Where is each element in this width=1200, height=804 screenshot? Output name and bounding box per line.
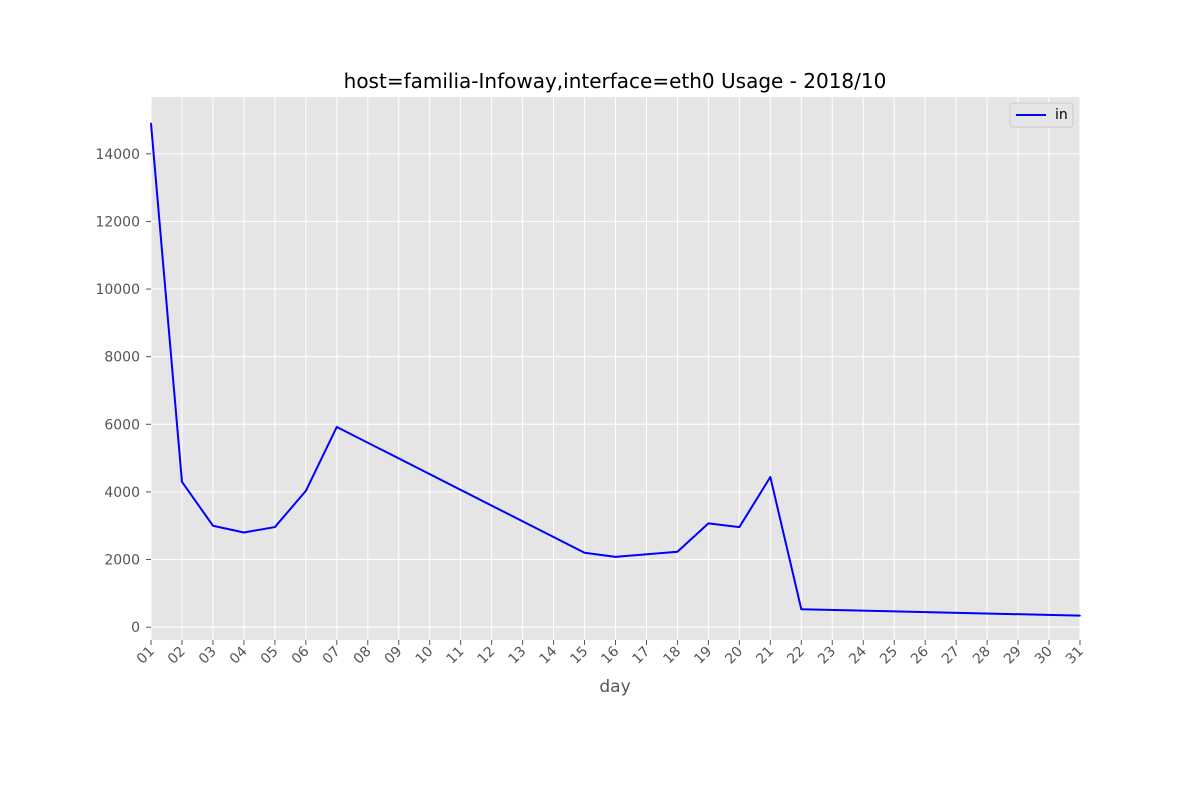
y-tick-label: 6000 bbox=[104, 417, 140, 433]
x-tick-label: 30 bbox=[1032, 644, 1056, 668]
x-tick-label: 16 bbox=[598, 643, 622, 667]
x-tick-label: 08 bbox=[351, 644, 375, 668]
y-tick-label: 0 bbox=[131, 620, 140, 636]
x-tick-label: 11 bbox=[444, 644, 468, 668]
data-point bbox=[769, 476, 772, 478]
x-tick-label: 01 bbox=[134, 644, 158, 668]
x-tick-label: 21 bbox=[753, 644, 777, 668]
y-tick-label: 10000 bbox=[95, 282, 140, 298]
data-point bbox=[212, 524, 214, 527]
x-tick-label: 18 bbox=[660, 644, 684, 668]
data-point bbox=[676, 550, 679, 553]
data-point bbox=[1079, 614, 1081, 617]
series-layer bbox=[150, 122, 1081, 617]
y-tick-label: 14000 bbox=[95, 147, 140, 163]
x-tick-label: 06 bbox=[289, 643, 313, 667]
data-point bbox=[614, 556, 617, 558]
chart-title: host=familia-Infoway,interface=eth0 Usag… bbox=[344, 69, 887, 93]
x-tick-label: 04 bbox=[227, 643, 251, 667]
x-tick-label: 29 bbox=[1001, 644, 1025, 668]
data-point bbox=[150, 122, 152, 125]
x-tick-label: 23 bbox=[815, 644, 839, 668]
x-tick-label: 27 bbox=[939, 644, 963, 668]
x-tick-label: 22 bbox=[784, 644, 808, 668]
y-tick-label: 2000 bbox=[104, 553, 140, 569]
data-point bbox=[583, 551, 586, 554]
x-tick-label: 13 bbox=[506, 644, 530, 668]
x-tick-label: 31 bbox=[1063, 644, 1087, 668]
x-tick-label: 03 bbox=[196, 644, 220, 668]
x-tick-label: 02 bbox=[165, 644, 189, 668]
x-tick-label: 28 bbox=[970, 644, 994, 668]
x-tick-label: 24 bbox=[846, 643, 870, 667]
y-tick-label: 4000 bbox=[104, 485, 140, 501]
x-axis: 01 02 03 04 05 06 07 08 09 10 11 12 13 14 15 16 17 18 19 20… bbox=[134, 640, 1087, 667]
y-tick-label: 8000 bbox=[104, 350, 140, 366]
data-point bbox=[800, 608, 803, 611]
x-tick-label: 12 bbox=[475, 644, 499, 668]
x-tick-label: 10 bbox=[413, 644, 437, 668]
x-tick-label: 26 bbox=[908, 643, 932, 667]
x-tick-label: 19 bbox=[691, 644, 715, 668]
x-axis-title: day bbox=[599, 677, 630, 697]
data-point bbox=[305, 490, 307, 492]
data-point bbox=[243, 531, 245, 534]
x-tick-label: 25 bbox=[877, 644, 901, 668]
x-tick-label: 20 bbox=[722, 644, 746, 668]
x-tick-label: 09 bbox=[382, 644, 406, 668]
legend-label: in bbox=[1055, 107, 1068, 123]
data-point bbox=[181, 480, 183, 483]
x-tick-label: 05 bbox=[258, 644, 282, 668]
legend: in bbox=[1009, 102, 1074, 128]
data-point bbox=[274, 526, 276, 528]
x-tick-label: 14 bbox=[536, 643, 560, 667]
data-point bbox=[707, 522, 710, 525]
x-tick-label: 15 bbox=[567, 644, 591, 668]
y-axis: 0 2000 4000 6000 8000 10000 12000 14000 bbox=[95, 147, 151, 636]
data-point bbox=[738, 526, 741, 528]
x-tick-label: 17 bbox=[629, 644, 653, 668]
y-tick-label: 12000 bbox=[95, 214, 140, 230]
x-tick-label: 07 bbox=[320, 644, 344, 668]
data-point bbox=[336, 426, 338, 428]
